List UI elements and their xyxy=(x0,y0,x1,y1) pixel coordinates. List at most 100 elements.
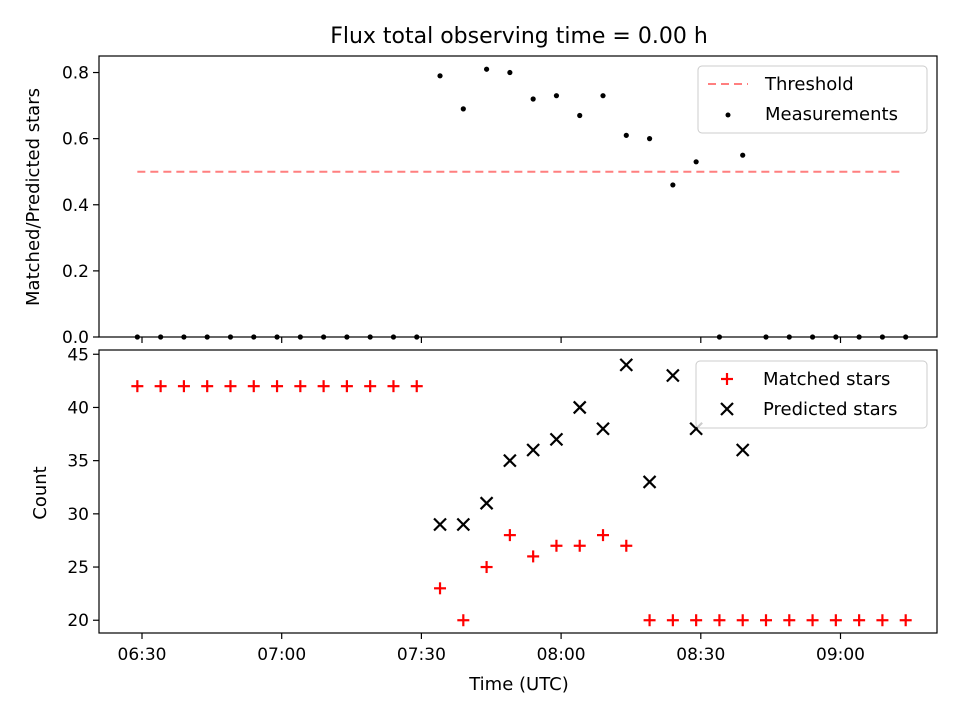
matched-star-point xyxy=(713,614,726,627)
measurement-point xyxy=(530,96,536,102)
x-tick-label: 08:00 xyxy=(537,645,586,665)
measurement-point xyxy=(297,334,303,340)
bottom-x-ticks: 06:30 07:00 07:30 08:00 08:30 09:00 xyxy=(118,633,865,665)
matched-star-point xyxy=(154,380,167,393)
top-legend-box xyxy=(697,65,928,134)
x-tick-label: 07:00 xyxy=(257,645,306,665)
measurement-point xyxy=(158,334,164,340)
measurement-point xyxy=(693,159,699,165)
bottom-legend: Matched stars Predicted stars xyxy=(695,360,928,429)
legend-predicted-label: Predicted stars xyxy=(763,399,897,420)
bottom-y-ticks: 20 25 30 35 40 45 xyxy=(67,345,99,631)
measurement-point xyxy=(204,334,210,340)
matched-star-point xyxy=(503,529,516,542)
matched-star-point xyxy=(294,380,307,393)
legend-measurements-label: Measurements xyxy=(765,104,898,125)
top-y-axis-label: Matched/Predicted stars xyxy=(23,88,44,306)
predicted-star-point xyxy=(433,517,447,532)
matched-star-point xyxy=(899,614,912,627)
bottom-y-tick-label: 45 xyxy=(67,345,89,365)
measurement-point xyxy=(786,334,792,340)
matched-star-point xyxy=(690,614,703,627)
measurement-point xyxy=(507,69,513,76)
top-y-tick-label: 0.4 xyxy=(62,196,89,216)
matched-star-point xyxy=(597,529,610,542)
top-y-tick-label: 0.0 xyxy=(62,328,89,348)
x-tick-label: 07:30 xyxy=(397,645,446,665)
measurement-points xyxy=(134,66,909,340)
matched-star-point xyxy=(480,561,493,574)
bottom-legend-box xyxy=(695,360,928,429)
x-tick-label: 08:30 xyxy=(676,645,725,665)
legend-predicted-swatch xyxy=(720,402,734,416)
legend-matched-swatch xyxy=(721,373,733,385)
predicted-stars-points xyxy=(433,358,750,532)
measurement-point xyxy=(577,112,583,119)
top-legend: Threshold Measurements xyxy=(697,65,928,134)
predicted-star-point xyxy=(479,496,494,510)
legend-measurements-swatch xyxy=(725,112,731,118)
top-y-tick-label: 0.8 xyxy=(62,64,89,84)
chart-title: Flux total observing time = 0.00 h xyxy=(330,24,708,49)
matched-star-point xyxy=(806,614,819,627)
bottom-panel: 20 25 30 35 40 45 06:30 07:00 07:30 08:00 08:30 09… xyxy=(30,345,938,695)
measurement-point xyxy=(670,182,676,188)
top-y-ticks: 0.0 0.2 0.4 0.6 0.8 xyxy=(62,64,99,348)
measurement-point xyxy=(483,66,490,72)
matched-star-point xyxy=(759,614,772,627)
bottom-y-tick-label: 20 xyxy=(67,611,89,631)
predicted-star-point xyxy=(572,400,587,415)
predicted-star-point xyxy=(526,443,540,457)
measurement-point xyxy=(437,73,443,79)
measurement-point xyxy=(460,106,466,112)
top-y-tick-label: 0.6 xyxy=(62,130,89,150)
measurement-point xyxy=(414,334,420,340)
matched-star-point xyxy=(573,539,586,552)
matched-star-point xyxy=(410,380,423,393)
bottom-panel-frame xyxy=(98,349,938,634)
legend-threshold-label: Threshold xyxy=(764,74,854,95)
top-y-tick-label: 0.2 xyxy=(62,262,89,282)
predicted-star-point xyxy=(666,368,680,383)
matched-star-point xyxy=(131,380,144,393)
matched-stars-points xyxy=(131,380,912,627)
measurement-point xyxy=(763,334,769,340)
bottom-y-tick-label: 25 xyxy=(67,558,89,578)
predicted-star-point xyxy=(642,475,657,489)
measurement-point xyxy=(321,334,327,340)
predicted-star-point xyxy=(456,517,471,532)
matched-star-point xyxy=(457,614,470,627)
matched-star-point xyxy=(666,614,679,627)
predicted-star-point xyxy=(549,432,564,447)
measurement-point xyxy=(344,334,350,340)
measurement-point xyxy=(833,334,839,340)
x-tick-label: 09:00 xyxy=(816,645,865,665)
matched-star-point xyxy=(783,614,796,627)
measurement-point xyxy=(600,93,606,99)
matched-star-point xyxy=(177,380,190,393)
matched-star-point xyxy=(224,380,237,393)
matched-star-point xyxy=(876,614,889,627)
matched-star-point xyxy=(527,550,540,563)
matched-star-point xyxy=(201,380,214,393)
measurement-point xyxy=(181,334,187,340)
bottom-y-tick-label: 35 xyxy=(67,452,89,472)
matched-star-point xyxy=(853,614,866,627)
measurement-point xyxy=(227,334,234,340)
measurement-point xyxy=(879,334,886,340)
measurement-point xyxy=(740,152,746,158)
matched-star-point xyxy=(829,614,842,627)
measurement-point xyxy=(646,136,653,142)
matched-star-point xyxy=(387,380,400,393)
matched-star-point xyxy=(550,539,563,552)
x-tick-label: 06:30 xyxy=(118,645,167,665)
measurement-point xyxy=(134,334,140,340)
predicted-star-point xyxy=(619,358,634,372)
matched-star-point xyxy=(434,582,447,595)
matched-star-point xyxy=(736,614,749,627)
legend-matched-label: Matched stars xyxy=(763,369,890,390)
top-panel: 0.00.20.40.60.8 Matched/Predicted stars … xyxy=(23,55,938,348)
matched-star-point xyxy=(271,380,284,393)
measurement-point xyxy=(623,132,629,138)
matched-star-point xyxy=(247,380,260,393)
